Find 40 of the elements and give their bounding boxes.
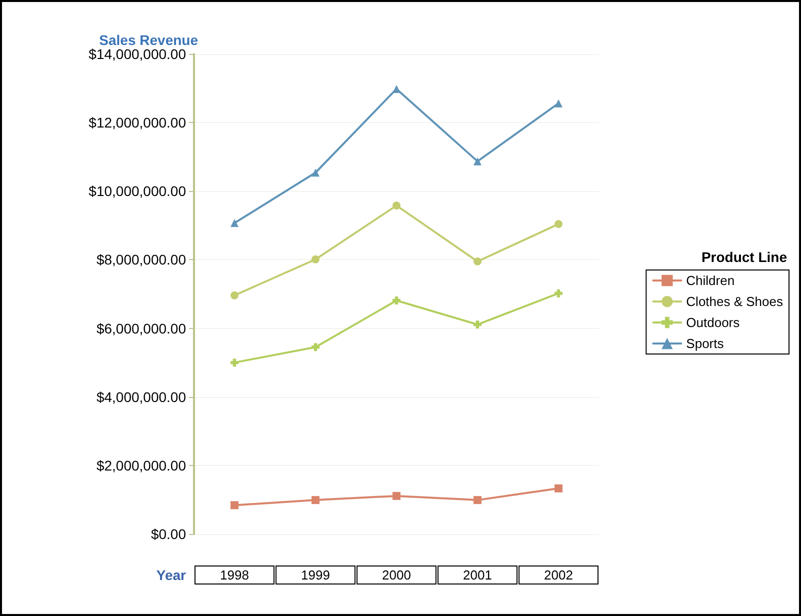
legend-label: Clothes & Shoes (686, 294, 784, 309)
point (474, 157, 482, 166)
y-tick-label: $14,000,000.00 (88, 46, 186, 62)
point (554, 289, 562, 298)
y-tick-label: $2,000,000.00 (96, 457, 186, 474)
point (554, 220, 562, 228)
x-tick-label: 1999 (301, 568, 330, 582)
point (230, 291, 238, 300)
y-tick-label: $0.00 (150, 526, 186, 542)
point (392, 202, 400, 210)
point (312, 496, 320, 504)
legend-label: Outdoors (686, 315, 740, 330)
point (474, 496, 482, 504)
x-tick-label: 2002 (544, 568, 573, 582)
point (474, 257, 482, 266)
y-tick-label: $12,000,000.00 (88, 114, 186, 131)
x-axis-title: Year (156, 567, 187, 583)
point (392, 84, 400, 93)
point (392, 296, 400, 305)
y-tick-label: $6,000,000.00 (96, 320, 186, 336)
point (554, 484, 562, 492)
point (230, 358, 238, 367)
point (312, 255, 320, 264)
y-tick-label: $4,000,000.00 (96, 388, 186, 405)
legend-label: Children (686, 273, 735, 288)
legend-title: Product Line (701, 249, 788, 265)
y-axis-title: Sales Revenue (99, 32, 198, 48)
point (230, 219, 238, 228)
y-tick-label: $8,000,000.00 (96, 252, 186, 268)
point (474, 320, 482, 329)
legend-label: Sports (686, 336, 724, 351)
point (392, 492, 400, 500)
y-tick-label: $10,000,000.00 (88, 183, 186, 200)
x-tick-label: 2001 (463, 568, 492, 582)
point (230, 501, 238, 510)
point (312, 343, 320, 352)
x-tick-label: 1998 (220, 568, 249, 582)
point (312, 168, 320, 177)
point (554, 99, 562, 108)
x-tick-label: 2000 (382, 568, 411, 582)
